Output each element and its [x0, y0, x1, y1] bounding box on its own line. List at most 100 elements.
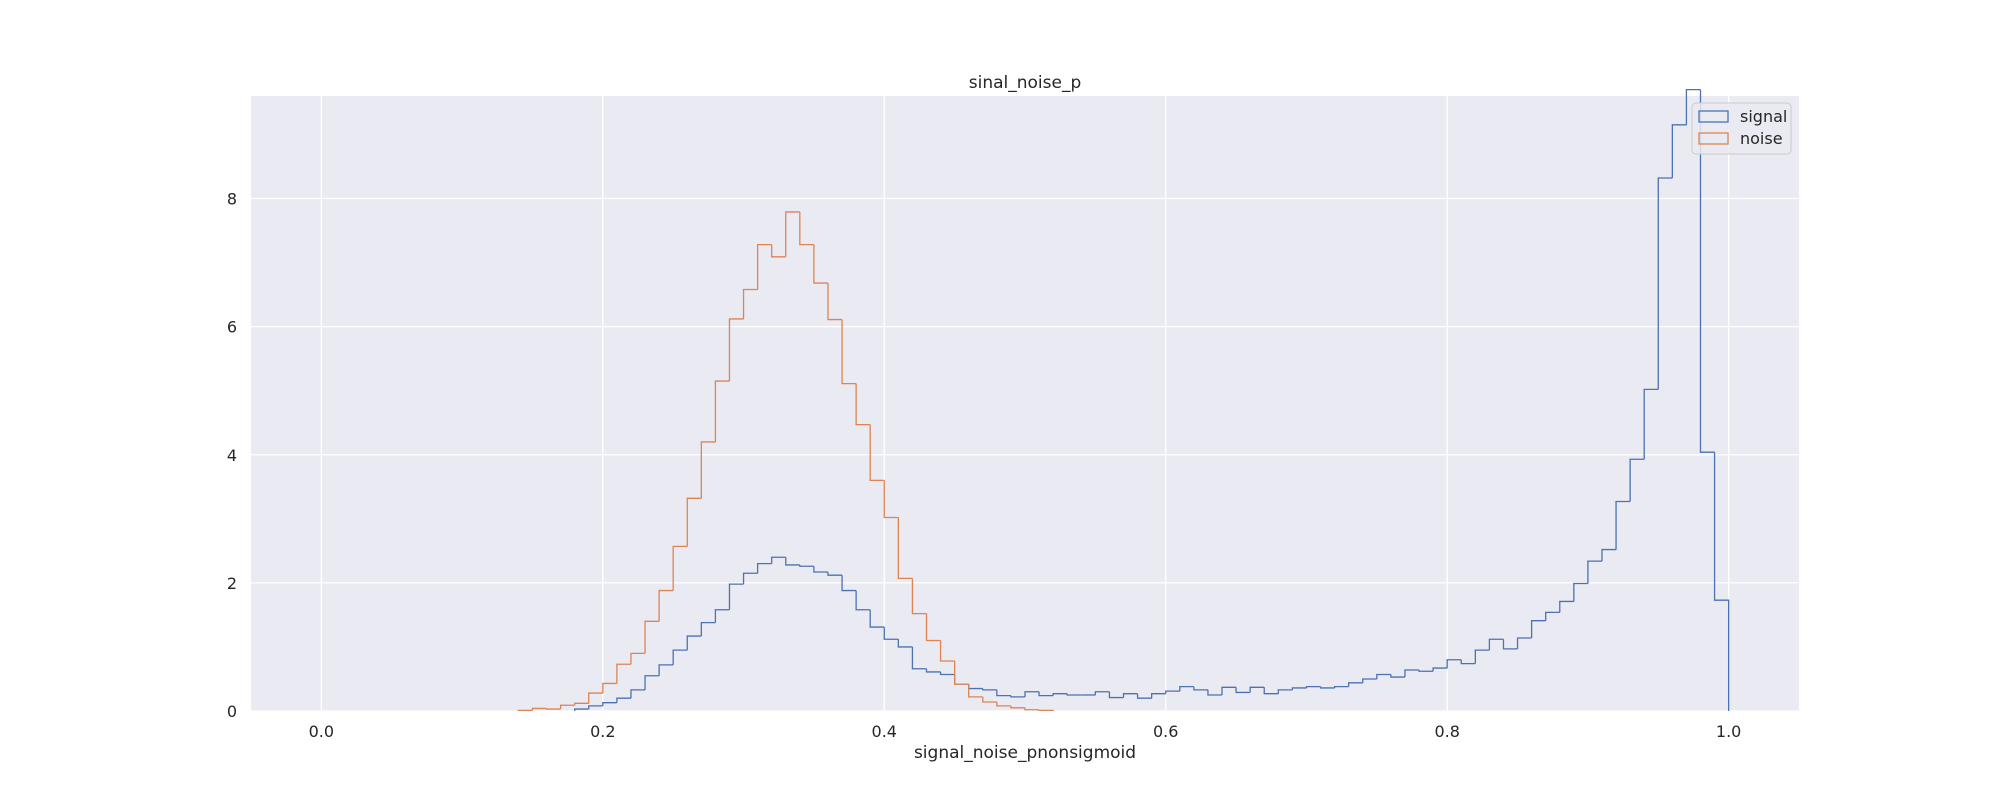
noise-bin	[756, 243, 772, 290]
noise-bin	[1038, 709, 1054, 712]
legend-box	[1691, 102, 1792, 155]
signal-bin	[883, 627, 899, 640]
noise-bin	[841, 319, 857, 385]
noise-bin	[559, 704, 575, 710]
signal-bin	[1657, 177, 1673, 390]
signal-bin	[1348, 682, 1363, 687]
signal-bin	[855, 590, 871, 611]
signal-bin	[1305, 686, 1321, 688]
noise-bin	[1010, 705, 1025, 709]
signal-bin	[672, 649, 688, 665]
signal-bin	[658, 664, 674, 676]
x-axis-title: signal_noise_pnonsigmoid	[914, 743, 1136, 763]
noise-bin	[630, 652, 646, 665]
signal-bin	[1643, 388, 1659, 460]
signal-bin	[616, 697, 631, 703]
signal-bin	[1502, 639, 1518, 650]
noise-bin	[574, 702, 589, 706]
signal-bin	[700, 621, 716, 637]
noise-bin	[897, 517, 913, 580]
signal-bin	[841, 575, 857, 592]
signal-bin	[1713, 452, 1730, 711]
signal-bin	[911, 646, 927, 670]
noise-bin	[517, 709, 533, 712]
signal-bin	[1010, 695, 1025, 698]
signal-bin	[925, 668, 941, 673]
signal-bin	[1474, 649, 1490, 664]
noise-bin	[742, 288, 758, 319]
signal-bin	[1418, 670, 1434, 672]
signal-bin	[1235, 687, 1251, 694]
noise-bin	[700, 441, 716, 499]
signal-bin	[1545, 611, 1560, 621]
signal-bin	[1404, 669, 1420, 678]
signal-bin	[1277, 689, 1293, 694]
noise-bin	[925, 613, 941, 642]
noise-bin	[827, 283, 843, 321]
noise-bin	[602, 682, 617, 694]
noise-bin	[531, 707, 547, 711]
signal-bin	[1685, 88, 1701, 125]
signal-bin	[1108, 691, 1124, 699]
signal-bin	[996, 689, 1011, 697]
noise-bin	[771, 244, 786, 258]
series-noise	[517, 211, 1054, 712]
signal-bin	[1615, 500, 1631, 550]
signal-bin	[1629, 458, 1645, 502]
y-tick-label: 8	[227, 190, 237, 209]
signal-bin	[939, 671, 955, 676]
signal-bin	[813, 566, 828, 573]
series-layer	[517, 88, 1730, 712]
noise-bin	[968, 684, 983, 698]
noise-bin	[869, 424, 885, 482]
tick-labels: 0.0 0.2 0.4 0.6 0.8 1.0 0 2 4 6 8	[227, 190, 1742, 742]
signal-bin	[1024, 691, 1040, 697]
noise-bin	[588, 692, 603, 704]
noise-bin	[911, 578, 927, 615]
chart-title: sinal_noise_p	[969, 73, 1082, 93]
noise-bin	[545, 708, 561, 710]
signal-bin	[1122, 693, 1138, 698]
noise-bin	[686, 497, 702, 547]
noise-bin	[644, 620, 660, 654]
legend-label-signal: signal	[1740, 107, 1787, 126]
signal-bin	[602, 702, 617, 706]
signal-bin	[1193, 686, 1208, 691]
signal-bin	[1530, 620, 1546, 638]
signal-bin	[574, 708, 589, 711]
signal-bin	[686, 635, 702, 651]
x-tick-label: 0.4	[872, 722, 897, 741]
signal-bin	[756, 563, 772, 574]
signal-bin	[771, 556, 786, 564]
signal-bin	[1052, 693, 1068, 696]
signal-bin	[1038, 691, 1054, 697]
signal-bin	[1671, 124, 1687, 178]
signal-bin	[1432, 667, 1448, 672]
signal-bin	[1559, 600, 1574, 613]
signal-bin	[827, 571, 843, 576]
signal-bin	[799, 564, 814, 567]
signal-bin	[1362, 678, 1377, 683]
noise-bin	[1024, 707, 1040, 711]
noise-bin	[799, 211, 814, 246]
noise-bin	[672, 545, 688, 591]
x-tick-label: 0.2	[590, 722, 615, 741]
legend: signal noise	[1691, 102, 1792, 155]
noise-bin	[813, 244, 828, 284]
signal-bin	[869, 609, 885, 628]
signal-bin	[714, 609, 730, 623]
signal-bin	[1460, 659, 1476, 665]
signal-bin	[1263, 687, 1279, 695]
noise-bin	[616, 663, 631, 684]
noise-bin	[785, 211, 800, 257]
signal-bin	[1151, 693, 1166, 699]
signal-bin	[1516, 637, 1532, 649]
signal-bin	[1319, 686, 1335, 689]
signal-bin	[1699, 89, 1715, 453]
signal-bin	[1207, 689, 1223, 696]
noise-bin	[939, 640, 955, 662]
signal-bin	[1094, 691, 1110, 695]
plot-area	[251, 96, 1799, 711]
signal-bin	[1488, 638, 1504, 651]
